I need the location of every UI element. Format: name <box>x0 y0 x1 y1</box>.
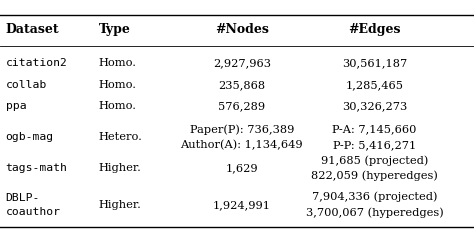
Text: 3,700,067 (hyperedges): 3,700,067 (hyperedges) <box>306 207 443 218</box>
Text: Higher.: Higher. <box>99 200 141 210</box>
Text: P-P: 5,416,271: P-P: 5,416,271 <box>333 140 416 150</box>
Text: Dataset: Dataset <box>6 23 59 36</box>
Text: ppa: ppa <box>6 101 27 112</box>
Text: 2,927,963: 2,927,963 <box>213 58 271 68</box>
Text: tags-math: tags-math <box>6 163 68 173</box>
Text: DBLP-
coauthor: DBLP- coauthor <box>6 193 61 217</box>
Text: 7,904,336 (projected): 7,904,336 (projected) <box>312 192 437 202</box>
Text: Paper(P): 736,389: Paper(P): 736,389 <box>190 124 294 135</box>
Text: 30,326,273: 30,326,273 <box>342 101 407 112</box>
Text: Type: Type <box>99 23 130 36</box>
Text: 30,561,187: 30,561,187 <box>342 58 407 68</box>
Text: P-A: 7,145,660: P-A: 7,145,660 <box>332 125 417 135</box>
Text: 1,924,991: 1,924,991 <box>213 200 271 210</box>
Text: Higher.: Higher. <box>99 163 141 173</box>
Text: Hetero.: Hetero. <box>99 132 143 142</box>
Text: #Nodes: #Nodes <box>215 23 269 36</box>
Text: citation2: citation2 <box>6 58 68 68</box>
Text: 235,868: 235,868 <box>218 80 265 90</box>
Text: 822,059 (hyperedges): 822,059 (hyperedges) <box>311 171 438 181</box>
Text: 1,285,465: 1,285,465 <box>346 80 403 90</box>
Text: 576,289: 576,289 <box>218 101 265 112</box>
Text: Homo.: Homo. <box>99 58 137 68</box>
Text: Author(A): 1,134,649: Author(A): 1,134,649 <box>181 140 303 150</box>
Text: Homo.: Homo. <box>99 101 137 112</box>
Text: 1,629: 1,629 <box>226 163 258 173</box>
Text: 91,685 (projected): 91,685 (projected) <box>321 155 428 166</box>
Text: #Edges: #Edges <box>348 23 401 36</box>
Text: Homo.: Homo. <box>99 80 137 90</box>
Text: collab: collab <box>6 80 47 90</box>
Text: ogb-mag: ogb-mag <box>6 132 54 142</box>
